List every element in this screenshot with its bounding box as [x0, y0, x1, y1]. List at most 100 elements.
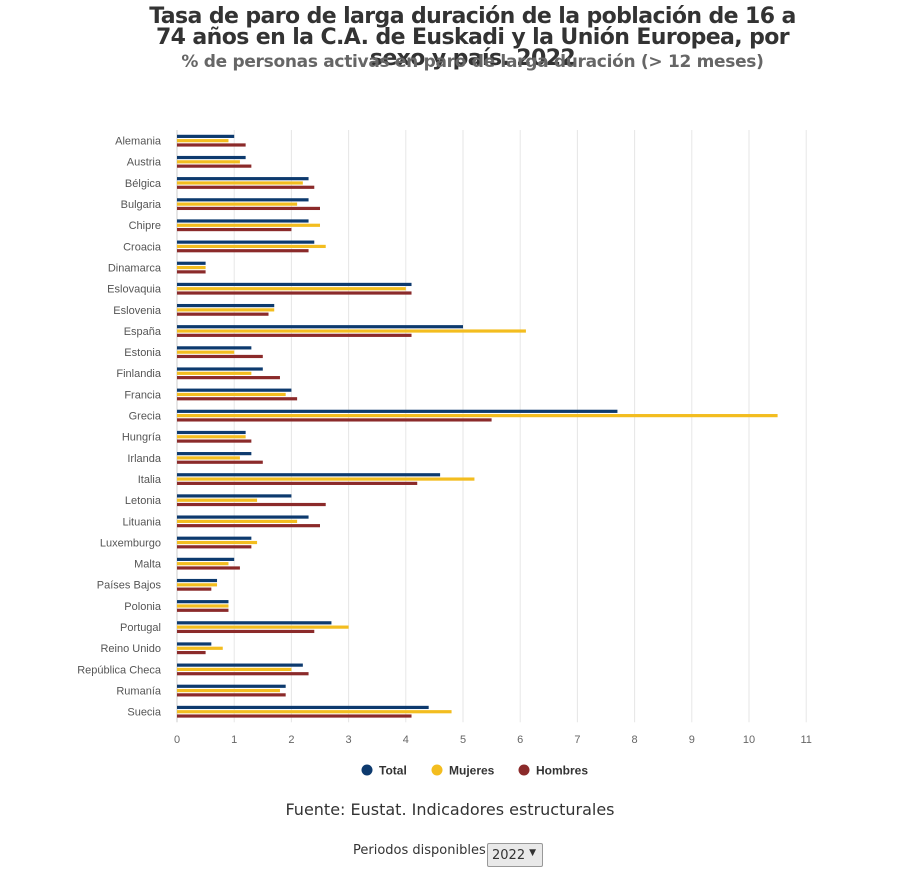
bar-hombres — [177, 291, 412, 295]
bar-mujeres — [177, 646, 223, 650]
bar-total — [177, 515, 309, 519]
legend-label-total: Total — [379, 764, 407, 778]
category-label: Eslovaquia — [107, 284, 162, 296]
category-label: Irlanda — [127, 453, 162, 465]
bar-mujeres — [177, 350, 235, 354]
category-label: Lituania — [122, 516, 161, 528]
bar-mujeres — [177, 371, 252, 375]
category-label: Hungría — [122, 432, 162, 444]
bar-total — [177, 198, 309, 202]
bar-chart: 0 1 2 3 4 5 6 7 8 9 10 11 Alemania Austria Bélgica Bulg… — [77, 130, 812, 778]
bar-mujeres — [177, 160, 240, 164]
bar-total — [177, 367, 263, 371]
x-tick-label: 5 — [460, 734, 466, 746]
category-label: Reino Unido — [100, 643, 161, 655]
bar-total — [177, 536, 252, 540]
bar-total — [177, 621, 332, 625]
bar-total — [177, 600, 229, 604]
bar-hombres — [177, 227, 292, 232]
category-label: Austria — [127, 157, 162, 169]
bar-total — [177, 346, 252, 350]
x-tick-label: 10 — [743, 734, 755, 746]
category-label: Malta — [134, 559, 162, 571]
category-label: España — [124, 326, 162, 338]
bar-mujeres — [177, 181, 303, 185]
bar-mujeres — [177, 244, 326, 249]
x-tick-label: 11 — [800, 734, 811, 746]
bar-total — [177, 557, 235, 561]
bar-hombres — [177, 418, 492, 422]
bar-hombres — [177, 587, 212, 591]
bar-mujeres — [177, 139, 229, 143]
category-label: Croacia — [123, 241, 162, 253]
bar-mujeres — [177, 498, 258, 502]
x-tick-label: 2 — [288, 734, 294, 746]
category-label: Bulgaria — [121, 199, 162, 211]
category-label: Dinamarca — [108, 262, 162, 274]
category-label: Suecia — [127, 707, 162, 719]
bar-hombres — [177, 376, 280, 380]
bar-total — [177, 473, 441, 477]
bar-total — [177, 705, 429, 710]
bar-hombres — [177, 566, 240, 570]
bar-total — [177, 240, 315, 244]
legend-marker-mujeres — [431, 764, 443, 776]
bar-total — [177, 430, 246, 435]
bar-hombres — [177, 502, 326, 507]
periods-label: Periodos disponibles — [353, 843, 486, 858]
category-label: Estonia — [124, 347, 162, 359]
category-label: Alemania — [115, 136, 162, 148]
period-select-value: 2022 — [492, 848, 526, 863]
category-label: Portugal — [120, 622, 161, 634]
bar-hombres — [177, 206, 320, 211]
category-label: Letonia — [125, 495, 162, 507]
category-label: Francia — [124, 389, 162, 401]
period-select[interactable]: 2022 ▼ — [487, 843, 543, 867]
x-tick-label: 1 — [231, 734, 237, 746]
chart-title: Tasa de paro de larga duración de la pob… — [149, 4, 796, 71]
bar-hombres — [177, 185, 315, 189]
bar-hombres — [177, 714, 412, 718]
bar-hombres — [177, 460, 263, 464]
bar-total — [177, 282, 412, 287]
bar-total — [177, 663, 303, 667]
bar-total — [177, 684, 286, 688]
category-label: Finlandia — [116, 368, 162, 380]
x-tick-label: 6 — [517, 734, 523, 746]
legend-marker-total — [361, 764, 373, 776]
bar-mujeres — [177, 392, 286, 397]
legend-label-mujeres: Mujeres — [449, 764, 495, 778]
category-label: Grecia — [129, 411, 162, 423]
bar-mujeres — [177, 667, 292, 672]
bar-hombres — [177, 333, 412, 337]
bar-total — [177, 219, 309, 223]
bar-total — [177, 303, 275, 308]
bar-mujeres — [177, 583, 218, 587]
bar-mujeres — [177, 287, 406, 291]
bar-mujeres — [177, 688, 280, 693]
legend-label-hombres: Hombres — [536, 764, 588, 778]
bar-total — [177, 642, 212, 646]
category-label: República Checa — [77, 664, 162, 676]
bar-hombres — [177, 312, 269, 316]
x-tick-label: 4 — [403, 734, 409, 746]
bar-hombres — [177, 650, 206, 655]
bar-hombres — [177, 524, 320, 528]
bar-hombres — [177, 481, 418, 485]
bar-mujeres — [177, 604, 229, 608]
bar-total — [177, 134, 235, 138]
bar-total — [177, 261, 206, 265]
bar-mujeres — [177, 414, 778, 418]
x-tick-label: 9 — [689, 734, 695, 746]
x-tick-label: 0 — [174, 734, 180, 746]
bar-hombres — [177, 143, 246, 147]
bar-hombres — [177, 608, 229, 612]
bar-total — [177, 452, 252, 456]
bar-total — [177, 409, 618, 413]
bar-hombres — [177, 439, 252, 443]
bar-total — [177, 388, 292, 392]
bar-hombres — [177, 270, 206, 274]
category-label: Luxemburgo — [100, 537, 161, 549]
bar-total — [177, 155, 246, 160]
category-label: Bélgica — [125, 178, 162, 190]
